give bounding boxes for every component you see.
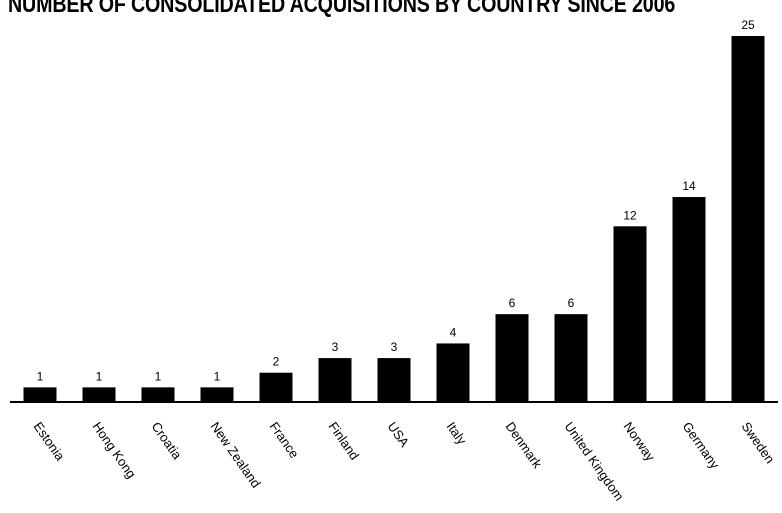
value-label: 2: [273, 355, 280, 369]
category-label: Finland: [326, 419, 363, 463]
bar-sweden: [731, 36, 765, 402]
value-label: 1: [96, 369, 103, 383]
value-label: 3: [332, 340, 339, 354]
value-label: 25: [741, 18, 755, 32]
value-label: 4: [450, 325, 457, 339]
category-label: Norway: [621, 419, 659, 464]
value-label: 1: [37, 369, 44, 383]
category-label: Denmark: [503, 419, 546, 471]
category-label: USA: [385, 419, 413, 450]
bar-croatia: [141, 387, 175, 402]
bar-hong-kong: [82, 387, 116, 402]
bar-united-kingdom: [554, 314, 588, 402]
value-label: 14: [682, 179, 696, 193]
value-label: 6: [568, 296, 575, 310]
category-label: United Kingdom: [562, 419, 627, 503]
bar-italy: [436, 343, 470, 402]
bar-usa: [377, 358, 411, 402]
value-label: 3: [391, 340, 398, 354]
chart-title: NUMBER OF CONSOLIDATED ACQUISITIONS BY C…: [8, 0, 676, 18]
category-label: France: [267, 419, 302, 461]
bar-finland: [318, 358, 352, 402]
category-label: Estonia: [31, 419, 69, 464]
value-label: 6: [509, 296, 516, 310]
value-label: 1: [214, 369, 221, 383]
category-label: Croatia: [149, 419, 186, 463]
bar-norway: [613, 226, 647, 402]
bar-france: [259, 372, 293, 402]
category-labels-group: Estonia Hong Kong Croatia New Zealand France…: [31, 419, 778, 503]
value-label: 12: [623, 208, 637, 222]
category-label: Germany: [680, 419, 723, 472]
bars-group: [23, 36, 765, 402]
bar-denmark: [495, 314, 529, 402]
bar-estonia: [23, 387, 57, 402]
bar-germany: [672, 197, 706, 402]
value-label: 1: [155, 369, 162, 383]
bar-new-zealand: [200, 387, 234, 402]
category-label: Hong Kong: [90, 419, 140, 481]
category-label: Sweden: [739, 419, 778, 466]
category-label: Italy: [444, 419, 470, 448]
category-label: New Zealand: [208, 419, 264, 490]
